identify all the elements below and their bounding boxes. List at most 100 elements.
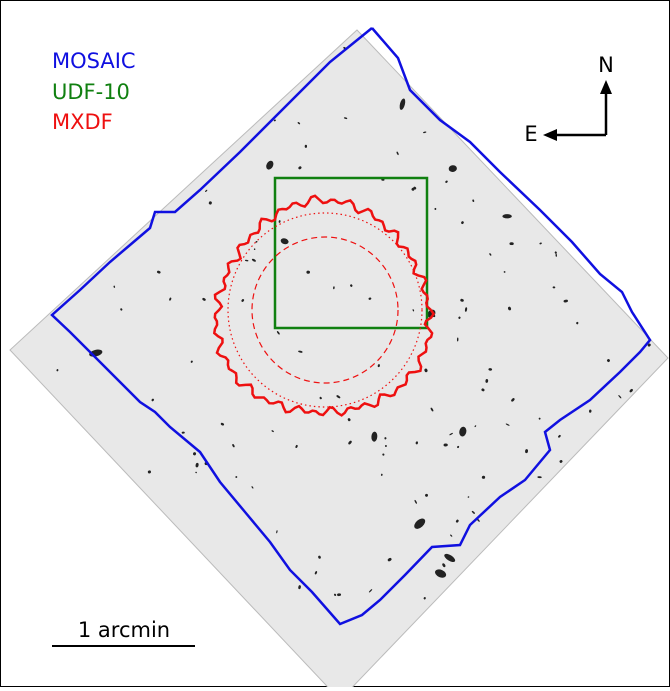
galaxy xyxy=(449,432,453,436)
galaxy xyxy=(537,476,542,479)
galaxy xyxy=(181,431,185,434)
compass-north: N xyxy=(598,53,614,77)
galaxy xyxy=(169,297,172,301)
galaxy xyxy=(343,117,348,120)
galaxy xyxy=(220,422,225,426)
galaxy xyxy=(450,534,453,537)
galaxy xyxy=(298,585,301,590)
galaxy xyxy=(456,337,459,342)
galaxy xyxy=(113,285,116,288)
galaxy xyxy=(444,553,456,563)
galaxy xyxy=(489,253,492,256)
galaxy xyxy=(337,593,342,597)
mxdf-dashed-circle xyxy=(251,236,399,384)
galaxy xyxy=(251,258,256,262)
galaxy xyxy=(273,119,276,122)
galaxy xyxy=(414,499,417,504)
galaxy xyxy=(455,519,459,523)
galaxy xyxy=(460,298,464,302)
galaxy xyxy=(193,452,197,456)
galaxy xyxy=(467,496,470,498)
galaxy xyxy=(387,557,392,562)
galaxy xyxy=(576,321,579,325)
galaxy xyxy=(336,395,341,399)
galaxy xyxy=(459,426,467,437)
galaxy xyxy=(271,430,274,433)
galaxy xyxy=(347,418,351,422)
galaxy xyxy=(295,444,298,449)
galaxy xyxy=(443,443,448,447)
galaxy xyxy=(195,462,199,468)
galaxy xyxy=(120,308,123,311)
galaxy xyxy=(195,471,197,474)
galaxy xyxy=(244,259,249,262)
galaxy xyxy=(350,284,353,287)
galaxy xyxy=(251,486,254,489)
galaxy xyxy=(384,437,387,440)
galaxy xyxy=(461,221,464,225)
galaxy xyxy=(507,306,512,311)
galaxy xyxy=(377,364,380,368)
galaxy xyxy=(618,395,622,399)
scale-bar-label: 1 arcmin xyxy=(78,618,170,642)
galaxy xyxy=(589,409,592,413)
galaxy xyxy=(442,563,446,568)
galaxy xyxy=(607,359,610,363)
galaxy xyxy=(458,316,461,319)
galaxy xyxy=(318,555,321,559)
compass-east: E xyxy=(524,122,537,146)
galaxy xyxy=(413,186,417,190)
galaxy xyxy=(190,360,193,363)
galaxy xyxy=(425,493,428,497)
galaxy xyxy=(457,445,460,449)
galaxy xyxy=(563,299,568,303)
legend-label: MXDF xyxy=(52,110,113,134)
galaxy xyxy=(472,199,475,203)
galaxy xyxy=(481,388,485,392)
galaxy xyxy=(205,189,208,192)
galaxy xyxy=(56,369,59,372)
galaxy xyxy=(558,434,561,438)
legend-label: MOSAIC xyxy=(52,49,136,73)
galaxy xyxy=(629,388,633,393)
galaxy xyxy=(555,253,557,257)
galaxy xyxy=(380,473,383,476)
galaxy xyxy=(297,122,301,125)
galaxy xyxy=(368,297,372,300)
galaxy xyxy=(502,214,512,219)
galaxy xyxy=(399,98,406,110)
galaxy xyxy=(232,444,235,448)
galaxy xyxy=(539,242,542,245)
galaxy xyxy=(430,407,434,412)
galaxy xyxy=(319,396,322,400)
galaxy xyxy=(423,131,427,134)
galaxy xyxy=(511,398,515,402)
galaxy xyxy=(202,298,206,301)
galaxy xyxy=(448,165,457,172)
galaxy xyxy=(298,166,302,170)
galaxy xyxy=(276,530,278,534)
galaxy xyxy=(538,417,541,420)
galaxy xyxy=(525,449,529,454)
galaxy xyxy=(396,151,399,156)
galaxy xyxy=(266,160,274,170)
galaxy xyxy=(314,571,318,575)
galaxy xyxy=(445,180,448,183)
galaxy xyxy=(488,368,493,371)
galaxy xyxy=(505,423,510,426)
galaxy xyxy=(435,569,447,578)
galaxy xyxy=(304,144,308,148)
galaxy xyxy=(464,307,468,312)
galaxy xyxy=(382,453,385,456)
galaxy xyxy=(412,309,415,312)
galaxy xyxy=(552,286,556,289)
mxdf-dotted-circle xyxy=(227,212,423,408)
image-field xyxy=(9,29,669,687)
udf10-square xyxy=(273,176,429,330)
galaxy xyxy=(371,431,378,442)
galaxy xyxy=(368,589,373,593)
galaxy xyxy=(415,441,418,445)
galaxy xyxy=(333,286,335,290)
legend-label: UDF-10 xyxy=(52,80,130,104)
